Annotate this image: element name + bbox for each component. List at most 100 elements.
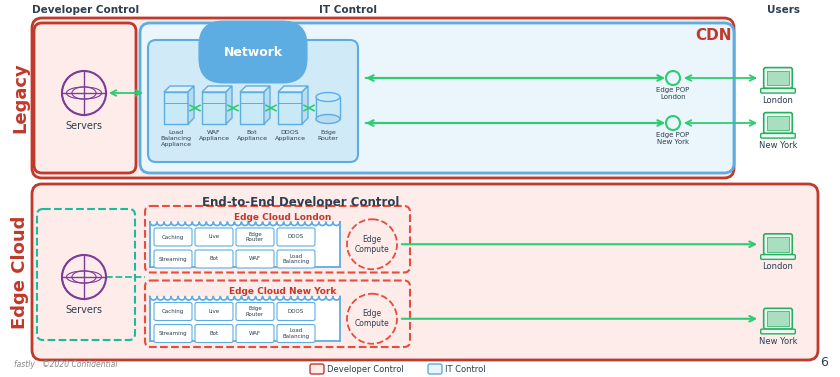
Text: DDOS
Appliance: DDOS Appliance [275,130,306,141]
Text: CDN: CDN [695,28,732,43]
Text: Edge POP
London: Edge POP London [656,87,690,100]
Text: Legacy: Legacy [11,63,29,133]
FancyBboxPatch shape [154,302,192,320]
Bar [278,92,302,124]
Circle shape [347,294,397,344]
Bar [767,311,790,326]
FancyBboxPatch shape [145,206,410,273]
Text: Load
Balancing: Load Balancing [282,254,310,264]
FancyBboxPatch shape [154,228,192,246]
FancyBboxPatch shape [236,250,274,268]
FancyBboxPatch shape [277,228,315,246]
Bar [202,92,226,124]
Text: WAF: WAF [249,331,261,336]
FancyBboxPatch shape [764,113,792,133]
Polygon shape [202,86,232,92]
Text: Caching: Caching [162,309,184,314]
Text: Edge Cloud London: Edge Cloud London [234,213,332,222]
Text: IT Control: IT Control [445,365,486,374]
Bar [240,92,264,124]
FancyBboxPatch shape [764,234,792,254]
Text: Live: Live [208,309,219,314]
FancyBboxPatch shape [195,325,233,342]
Bar [767,237,790,252]
FancyBboxPatch shape [154,250,192,268]
Text: 6: 6 [820,356,828,369]
Text: fastly   ©2020 Confidential: fastly ©2020 Confidential [14,360,118,369]
Text: WAF
Appliance: WAF Appliance [198,130,229,141]
Text: Caching: Caching [162,234,184,239]
Text: Edge
Compute: Edge Compute [354,234,390,254]
Polygon shape [278,86,308,92]
Text: London: London [763,96,794,105]
Bar [767,116,790,130]
FancyBboxPatch shape [236,302,274,320]
FancyBboxPatch shape [428,364,442,374]
Text: Bot: Bot [209,256,218,262]
Ellipse shape [316,92,340,101]
Text: Edge
Compute: Edge Compute [354,309,390,328]
Text: Servers: Servers [66,305,102,315]
Text: Bot: Bot [209,331,218,336]
FancyBboxPatch shape [764,308,792,329]
FancyBboxPatch shape [761,254,795,259]
Text: Developer Control: Developer Control [33,5,139,15]
Text: Edge Cloud New York: Edge Cloud New York [229,288,337,296]
FancyBboxPatch shape [195,228,233,246]
Polygon shape [188,86,194,124]
Text: New York: New York [759,337,797,346]
Text: Load
Balancing: Load Balancing [282,328,310,339]
Text: Edge
Router: Edge Router [318,130,339,141]
FancyBboxPatch shape [236,325,274,342]
Text: Streaming: Streaming [159,256,187,262]
Polygon shape [226,86,232,124]
Text: DDOS: DDOS [288,309,304,314]
Text: DDOS: DDOS [288,234,304,239]
FancyBboxPatch shape [154,325,192,342]
Text: Load
Balancing
Appliance: Load Balancing Appliance [160,130,192,147]
Ellipse shape [316,115,340,124]
Bar [767,70,790,86]
FancyBboxPatch shape [310,364,324,374]
Bar [164,92,188,124]
Circle shape [347,219,397,269]
Polygon shape [150,222,340,267]
FancyBboxPatch shape [140,23,734,173]
Text: IT Control: IT Control [319,5,377,15]
FancyBboxPatch shape [32,184,818,360]
Polygon shape [302,86,308,124]
FancyBboxPatch shape [195,250,233,268]
FancyBboxPatch shape [764,67,792,88]
Text: Bot
Appliance: Bot Appliance [237,130,267,141]
Polygon shape [264,86,270,124]
Polygon shape [164,86,194,92]
Text: Edge POP
New York: Edge POP New York [656,132,690,145]
Text: Live: Live [208,234,219,239]
FancyBboxPatch shape [761,88,795,93]
FancyBboxPatch shape [195,302,233,320]
Text: End-to-End Developer Control: End-to-End Developer Control [202,196,399,209]
Text: London: London [763,262,794,271]
Text: Edge
Router: Edge Router [246,231,264,242]
Polygon shape [150,296,340,341]
Text: Servers: Servers [66,121,102,131]
FancyBboxPatch shape [277,250,315,268]
Bar [316,97,340,119]
FancyBboxPatch shape [277,302,315,320]
Text: WAF: WAF [249,256,261,262]
FancyBboxPatch shape [34,23,136,173]
Text: Edge Cloud: Edge Cloud [11,215,29,329]
FancyBboxPatch shape [32,18,734,178]
Text: New York: New York [759,141,797,150]
FancyBboxPatch shape [148,40,358,162]
FancyBboxPatch shape [277,325,315,342]
FancyBboxPatch shape [236,228,274,246]
Text: Streaming: Streaming [159,331,187,336]
Text: Network: Network [223,46,282,58]
FancyBboxPatch shape [761,133,795,138]
Text: Edge
Router: Edge Router [246,306,264,317]
FancyBboxPatch shape [761,329,795,334]
Text: Users: Users [767,5,800,15]
Text: Developer Control: Developer Control [327,365,404,374]
Polygon shape [240,86,270,92]
